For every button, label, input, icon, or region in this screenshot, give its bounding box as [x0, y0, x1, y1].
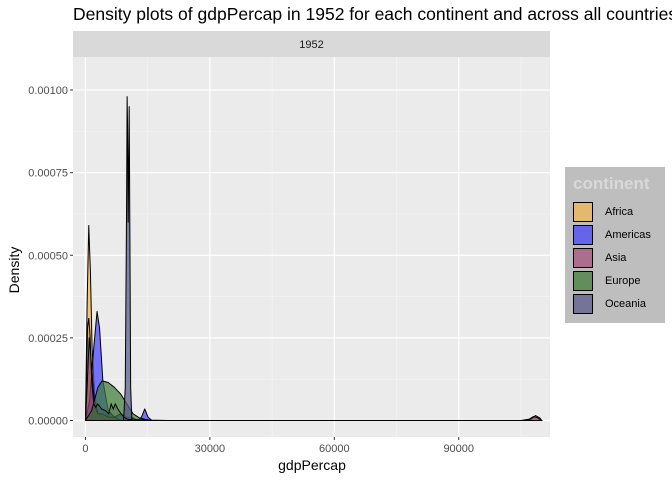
legend-item-europe: Europe — [573, 271, 640, 291]
legend-key-asia — [573, 248, 593, 268]
x-tick-label: 90000 — [443, 443, 474, 455]
legend-key-americas — [573, 225, 593, 245]
density-area-oceania — [123, 96, 133, 421]
y-tick-label: 0.00100 — [28, 85, 68, 97]
y-tick-label: 0.00025 — [28, 333, 68, 345]
legend: continent Africa Americas Asia Europe Oceani… — [565, 167, 665, 323]
x-tick-label: 30000 — [195, 443, 226, 455]
legend-item-asia: Asia — [573, 248, 626, 268]
x-tick-label: 60000 — [319, 443, 350, 455]
y-tick-label: 0.00050 — [28, 250, 68, 262]
density-area-all-countries — [84, 317, 544, 421]
legend-item-oceania: Oceania — [573, 294, 646, 314]
x-tick-label: 0 — [82, 443, 88, 455]
legend-key-africa — [573, 202, 593, 222]
legend-key-oceania — [573, 294, 593, 314]
legend-label: Africa — [605, 206, 634, 218]
facet-strip-label: 1952 — [299, 39, 323, 51]
y-tick-label: 0.00075 — [28, 168, 68, 180]
legend-label: Asia — [605, 252, 627, 264]
legend-label: Americas — [605, 229, 651, 241]
legend-label: Europe — [605, 275, 641, 287]
axes: 0.00000 0.00025 0.00050 0.00075 0.00100 0 3000… — [28, 85, 474, 455]
facet-strip — [73, 31, 550, 57]
legend-label: Oceania — [605, 298, 646, 310]
x-axis-label: gdpPercap — [278, 457, 346, 473]
legend-title: continent — [573, 174, 650, 193]
legend-item-americas: Americas — [573, 225, 651, 245]
chart-title: Density plots of gdpPercap in 1952 for e… — [73, 4, 672, 24]
y-tick-label: 0.00000 — [28, 415, 68, 427]
plot-panel — [73, 57, 550, 437]
gridlines — [73, 57, 550, 437]
legend-item-africa: Africa — [573, 202, 633, 222]
legend-key-europe — [573, 271, 593, 291]
density-areas — [84, 96, 544, 421]
